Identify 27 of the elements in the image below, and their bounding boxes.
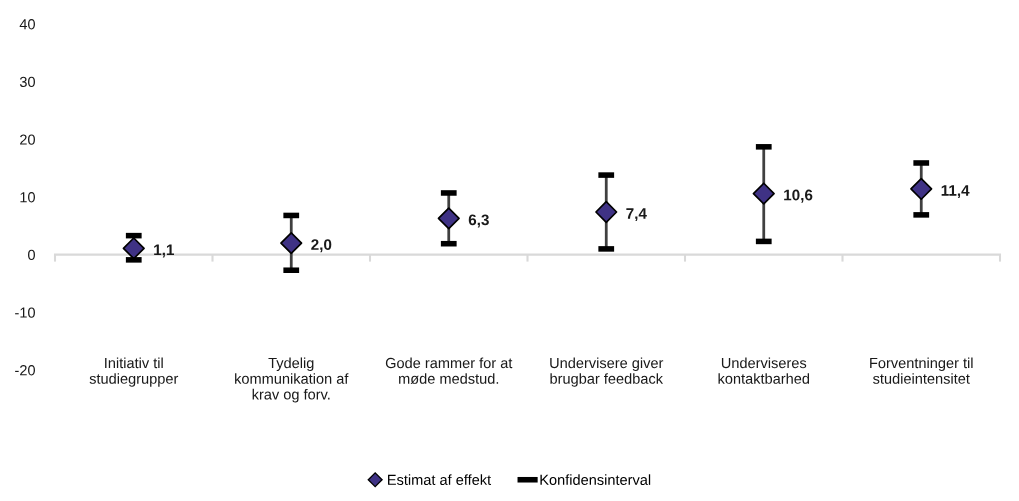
y-tick-label: 0 [28, 249, 35, 261]
y-tick-label: 20 [20, 134, 35, 145]
point [280, 231, 303, 255]
point [122, 237, 145, 260]
y-tick-label: 40 [19, 19, 35, 30]
x-tick-label: Tydelig kommunikation af krav og forv. [235, 357, 349, 403]
data-label: 2,0 [311, 239, 332, 253]
x-tick-label: Gode rammer for at møde medstud. [385, 357, 513, 384]
data-label: 7,4 [626, 208, 647, 222]
x-tick-label: Initiativ til studiegrupper [89, 357, 179, 387]
point [910, 177, 933, 201]
data-label: 1,1 [154, 244, 175, 258]
y-tick-label: -10 [15, 307, 35, 318]
legend-label: Estimat af effekt [388, 474, 492, 485]
point [437, 207, 460, 230]
data-label: 10,6 [784, 189, 813, 203]
y-tick-label: 10 [20, 192, 35, 203]
y-tick-label: -20 [15, 365, 35, 376]
y-tick-label: 30 [19, 76, 35, 88]
data-label: 11,4 [941, 185, 970, 199]
text: Konfidensinterval [540, 474, 651, 485]
x-tick-label: Undervisere giver brugbar feedback [550, 357, 664, 387]
x-tick-label: Underviseres kontaktbarhed [718, 357, 810, 384]
data-label: 6,3 [468, 214, 489, 228]
point [595, 200, 618, 224]
x-tick-label: Forventninger til studieintensitet [870, 357, 973, 384]
point [752, 182, 775, 205]
